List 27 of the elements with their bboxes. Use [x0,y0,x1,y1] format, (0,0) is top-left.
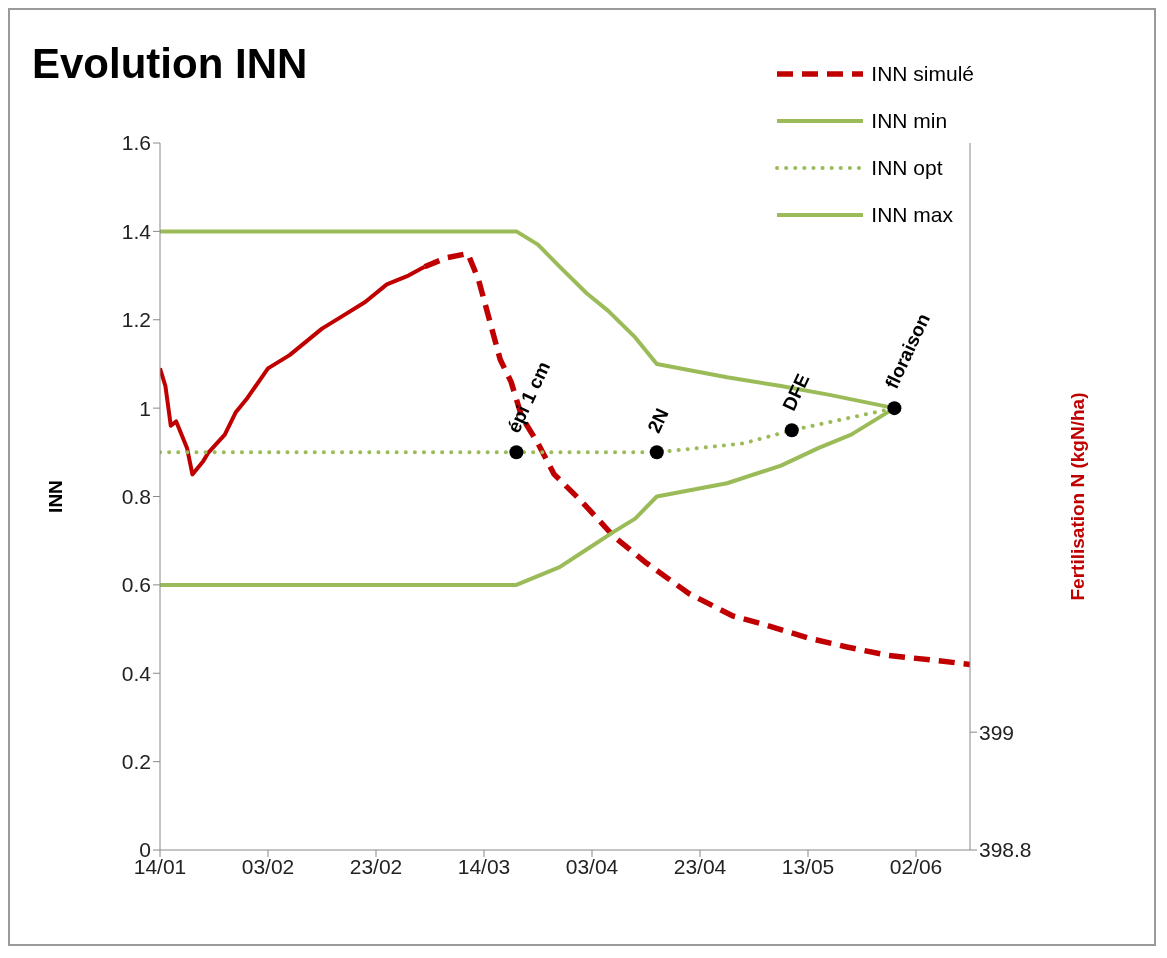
x-tick-label: 03/02 [241,854,295,878]
x-tick-label: 02/06 [889,854,943,878]
y-tick-label: 1.4 [121,219,152,243]
y-axis-title: INN [44,480,66,513]
y-tick-label: 1.2 [121,308,151,332]
y2-tick-label: 398.8 [979,838,1032,862]
x-tick-label: 23/04 [673,854,727,878]
x-tick-label: 14/03 [457,854,511,878]
chart-title: Evolution INN [32,40,308,88]
y-tick-label: 0.2 [121,750,151,774]
legend-label: INN simulé [871,61,974,86]
y2-axis-title: Fertilisation N (kgN/ha) [1066,392,1088,601]
x-tick-label: 23/02 [349,854,403,878]
y-tick-label: 0.4 [121,661,152,685]
legend-label: INN max [871,202,953,227]
annotation: 2N [643,405,673,436]
x-tick-label: 03/04 [565,854,619,878]
annotation: DFE [778,370,814,414]
y2-tick-label: 399 [979,720,1015,744]
annotation: épi 1 cm [502,358,555,436]
y-tick-label: 0.8 [121,484,151,508]
x-tick-label: 13/05 [781,854,835,878]
y-tick-label: 0.6 [121,573,151,597]
y-tick-label: 1 [139,396,151,420]
legend-label: INN opt [871,155,943,180]
legend-label: INN min [871,108,948,133]
y-tick-label: 1.6 [121,131,151,155]
